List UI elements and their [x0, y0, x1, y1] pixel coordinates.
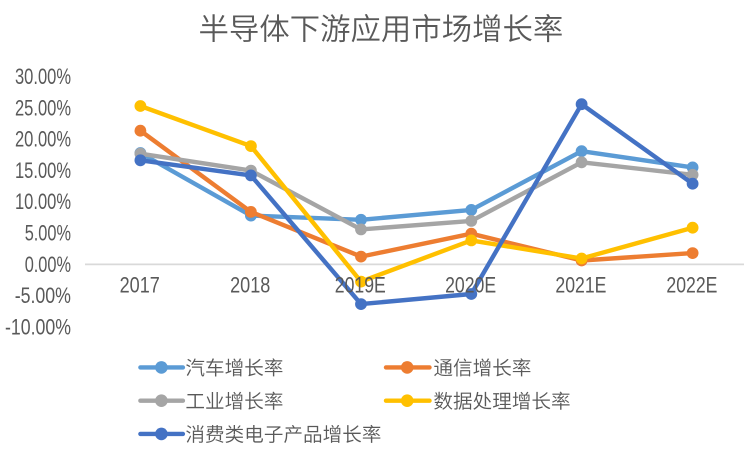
svg-text:2020E: 2020E [445, 273, 496, 298]
svg-text:25.00%: 25.00% [15, 95, 71, 120]
svg-text:2018: 2018 [230, 273, 270, 298]
svg-text:2019E: 2019E [335, 273, 386, 298]
svg-text:15.00%: 15.00% [15, 158, 71, 183]
svg-text:2017: 2017 [120, 273, 160, 298]
svg-text:2022E: 2022E [666, 273, 717, 298]
svg-text:5.00%: 5.00% [25, 221, 71, 246]
svg-text:2021E: 2021E [555, 273, 606, 298]
svg-text:30.00%: 30.00% [15, 64, 71, 89]
svg-text:-5.00%: -5.00% [15, 283, 71, 308]
svg-text:10.00%: 10.00% [15, 189, 71, 214]
svg-text:-10.00%: -10.00% [5, 314, 71, 339]
svg-text:0.00%: 0.00% [25, 252, 71, 277]
svg-text:20.00%: 20.00% [15, 127, 71, 152]
